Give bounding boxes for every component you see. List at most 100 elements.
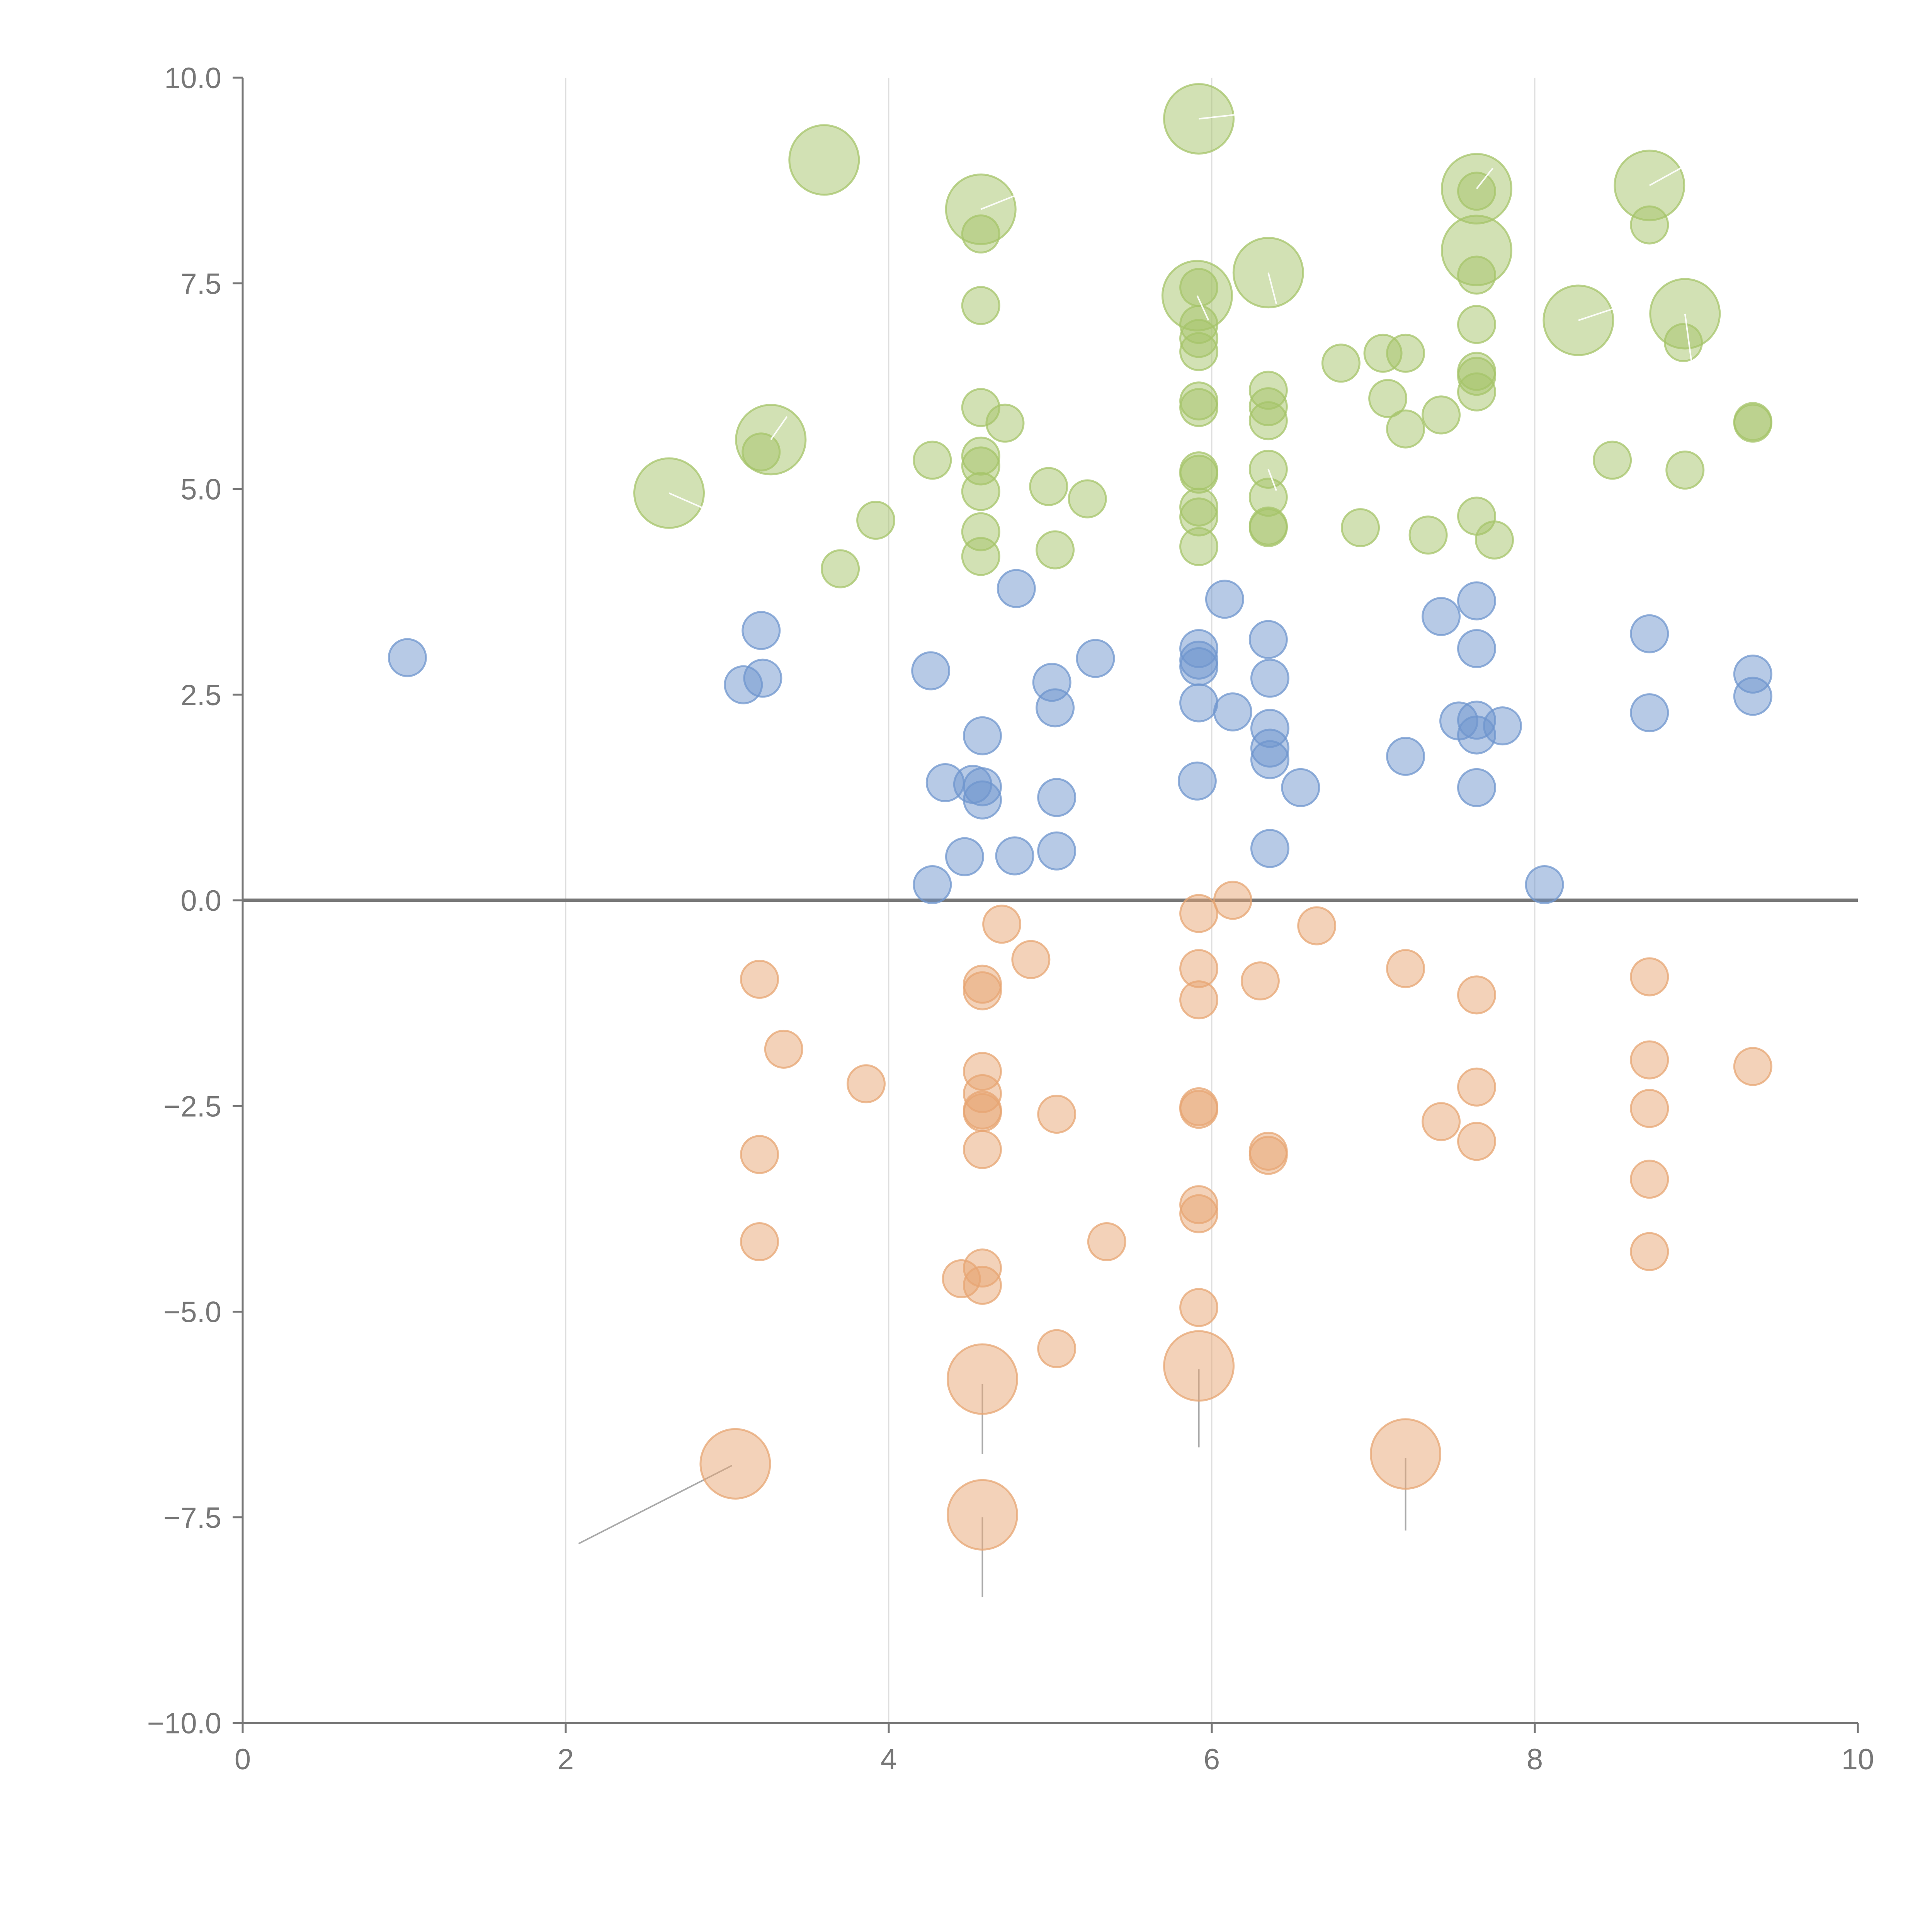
bubble-point-positive-low bbox=[1630, 614, 1669, 653]
y-tick-label: 5.0 bbox=[180, 473, 221, 506]
bubble-point-positive-low bbox=[1281, 768, 1320, 807]
bubble-point-negative bbox=[1179, 980, 1219, 1020]
y-tick-label: 2.5 bbox=[180, 679, 221, 712]
y-tick-label: −10.0 bbox=[147, 1707, 221, 1740]
leader-line-positive-high bbox=[668, 492, 705, 510]
bubble-point-positive-low bbox=[1457, 629, 1497, 668]
bubble-point-positive-low bbox=[1630, 693, 1669, 733]
leader-line-positive-high bbox=[980, 194, 1019, 210]
bubble-point-positive-high bbox=[1475, 520, 1514, 560]
bubble-point-negative bbox=[1297, 906, 1337, 946]
bubble-point-negative bbox=[1179, 1288, 1219, 1327]
bubble-point-positive-high bbox=[856, 500, 896, 540]
bubble-point-positive-low bbox=[1037, 831, 1077, 871]
bubble-point-negative bbox=[1179, 1194, 1219, 1233]
bubble-point-positive-high bbox=[1733, 403, 1772, 443]
bubble-point-positive-high bbox=[1422, 395, 1461, 435]
x-tick-label: 0 bbox=[235, 1743, 251, 1776]
bubble-point-positive-low bbox=[913, 865, 952, 905]
bubble-point-positive-low bbox=[1213, 692, 1252, 731]
bubble-point-positive-low bbox=[995, 836, 1034, 876]
bubble-point-positive-high bbox=[961, 286, 1000, 325]
leader-line-positive-high bbox=[770, 416, 788, 440]
bubble-point-positive-high bbox=[1457, 305, 1497, 344]
bubble-point-negative bbox=[1733, 1047, 1772, 1086]
leader-line-positive-high bbox=[1267, 272, 1277, 304]
bubble-point-positive-low bbox=[1422, 597, 1461, 636]
bubble-point-positive-high bbox=[1179, 332, 1219, 371]
bubble-point-positive-low bbox=[1177, 761, 1217, 801]
bubble-point-positive-low bbox=[1179, 683, 1219, 723]
bubble-point-negative bbox=[946, 1343, 1018, 1415]
bubble-point-negative bbox=[1213, 881, 1252, 920]
leader-line-positive-high bbox=[1267, 469, 1277, 491]
bubble-point-positive-high bbox=[1179, 388, 1219, 427]
bubble-point-positive-high bbox=[961, 472, 1000, 511]
bubble-point-negative bbox=[764, 1029, 803, 1069]
x-tick-label: 4 bbox=[881, 1743, 897, 1776]
bubble-point-positive-high bbox=[1179, 454, 1219, 494]
bubble-point-positive-low bbox=[1457, 768, 1497, 807]
bubble-point-negative bbox=[1630, 1040, 1669, 1080]
bubble-point-positive-high bbox=[1368, 379, 1408, 418]
bubble-point-negative bbox=[740, 959, 779, 999]
y-tick-label: 7.5 bbox=[180, 267, 221, 300]
bubble-point-negative bbox=[1179, 1090, 1219, 1129]
bubble-point-positive-low bbox=[1250, 829, 1289, 868]
bubble-point-positive-low bbox=[1250, 740, 1289, 779]
bubble-point-positive-high bbox=[1386, 333, 1425, 373]
bubble-point-positive-high bbox=[913, 440, 952, 480]
axes bbox=[233, 77, 1859, 1733]
bubble-point-positive-low bbox=[742, 611, 781, 650]
bubbles bbox=[388, 83, 1772, 1551]
bubble-point-negative bbox=[1240, 961, 1280, 1001]
bubble-point-positive-high bbox=[1179, 527, 1219, 566]
bubble-point-positive-high bbox=[1665, 451, 1705, 490]
bubble-point-positive-low bbox=[1037, 778, 1077, 817]
leader-line-positive-high bbox=[1578, 307, 1616, 321]
x-tick-label: 2 bbox=[558, 1743, 574, 1776]
bubble-point-positive-low bbox=[1386, 736, 1425, 776]
bubble-point-positive-low bbox=[388, 638, 427, 677]
y-tick-label: −2.5 bbox=[163, 1090, 221, 1123]
bubble-point-positive-low bbox=[963, 716, 1002, 755]
bubble-point-negative bbox=[699, 1428, 771, 1500]
bubble-point-negative bbox=[946, 1479, 1018, 1551]
bubble-point-negative bbox=[963, 1093, 1002, 1132]
bubble-point-positive-low bbox=[1525, 865, 1564, 905]
bubble-point-positive-low bbox=[1457, 581, 1497, 621]
bubble-point-negative bbox=[1457, 1067, 1497, 1107]
bubble-point-positive-high bbox=[1457, 255, 1497, 295]
bubble-point-negative bbox=[846, 1064, 886, 1104]
bubble-point-negative bbox=[1370, 1418, 1442, 1490]
leader-line-positive-high bbox=[1196, 295, 1209, 321]
bubble-point-negative bbox=[963, 1265, 1002, 1305]
bubble-point-positive-high bbox=[1386, 409, 1425, 449]
bubble-point-positive-high bbox=[1036, 530, 1075, 570]
bubble-point-positive-high bbox=[985, 403, 1025, 443]
x-tick-label: 10 bbox=[1842, 1743, 1874, 1776]
bubble-point-negative bbox=[1163, 1330, 1235, 1402]
bubble-point-positive-low bbox=[1733, 677, 1772, 716]
bubble-point-positive-high bbox=[1457, 372, 1497, 412]
bubble-point-positive-low bbox=[743, 658, 782, 698]
bubble-point-positive-high bbox=[1630, 205, 1669, 245]
bubble-point-positive-high bbox=[1664, 323, 1703, 362]
bubble-point-positive-low bbox=[1483, 706, 1522, 746]
bubble-point-negative bbox=[1630, 957, 1669, 997]
leader-line-positive-high bbox=[1199, 114, 1236, 120]
bubble-point-negative bbox=[1037, 1329, 1077, 1368]
bubble-point-positive-high bbox=[1408, 515, 1448, 555]
y-tick-label: −5.0 bbox=[163, 1296, 221, 1329]
tick-labels: 10.0 7.5 5.0 2.5 0.0 −2.5 −5.0 −7.5 −10.0 0 2 4 6 8 10 bbox=[147, 62, 1874, 1776]
bubble-point-negative bbox=[982, 905, 1022, 944]
bubble-point-positive-high bbox=[961, 537, 1000, 576]
bubble-point-negative bbox=[1630, 1232, 1669, 1271]
y-tick-label: −7.5 bbox=[163, 1502, 221, 1534]
y-tick-label: 0.0 bbox=[180, 884, 221, 917]
bubble-point-negative bbox=[1630, 1089, 1669, 1128]
bubble-point-negative bbox=[1630, 1160, 1669, 1199]
bubble-point-positive-low bbox=[1250, 658, 1289, 698]
